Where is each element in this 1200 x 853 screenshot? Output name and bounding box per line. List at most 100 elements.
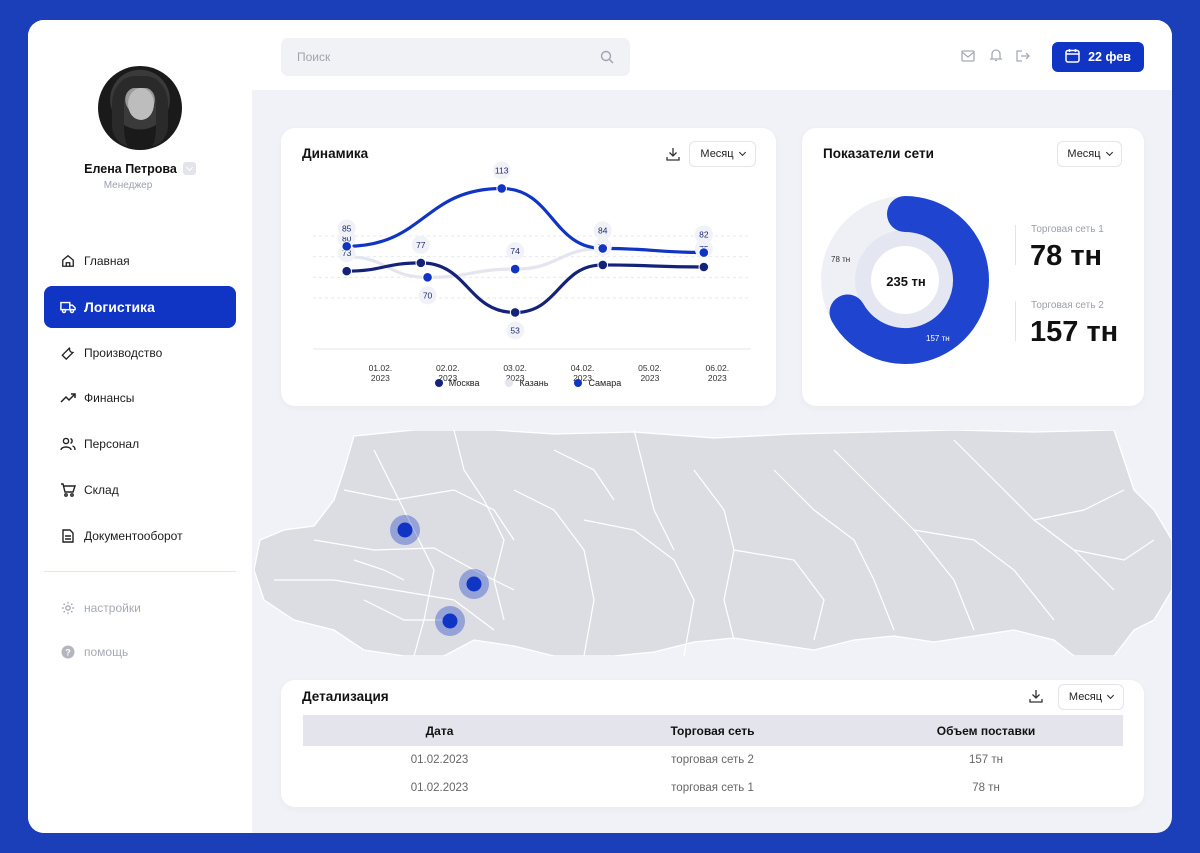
- table-header: Дата Торговая сеть Объем поставки: [303, 715, 1123, 746]
- legend-item: Казань: [505, 378, 548, 388]
- data-point[interactable]: [341, 241, 352, 252]
- download-icon[interactable]: [1028, 688, 1044, 709]
- nav-item-label: Персонал: [84, 437, 140, 452]
- data-label: 73: [342, 248, 352, 258]
- nav-item-home[interactable]: Главная: [44, 240, 236, 282]
- cart-icon: [60, 482, 76, 498]
- date-label: 22 фев: [1088, 50, 1131, 64]
- chevron-down-icon[interactable]: [182, 162, 196, 175]
- data-point[interactable]: [597, 243, 609, 254]
- data-label-bubble: [337, 219, 356, 238]
- period-label: Месяц: [1068, 691, 1103, 703]
- details-title: Детализация: [302, 689, 389, 704]
- nav-item-logistics[interactable]: Логистика: [44, 285, 236, 328]
- logout-icon[interactable]: [1016, 49, 1030, 67]
- data-point[interactable]: [509, 307, 521, 318]
- x-tick-label: 03.02. 2023: [503, 363, 527, 383]
- stat-divider: [1015, 225, 1016, 265]
- russia-map[interactable]: [254, 430, 1172, 656]
- dynamics-title: Динамика: [302, 146, 369, 161]
- nav-item-warehouse[interactable]: Склад: [44, 469, 236, 511]
- search-input[interactable]: [281, 38, 571, 76]
- legend-dot: [505, 379, 514, 387]
- data-point[interactable]: [415, 257, 427, 269]
- nav-item-settings[interactable]: настройки: [44, 588, 236, 628]
- download-icon[interactable]: [665, 146, 681, 167]
- x-tick-label: 02.02. 2023: [436, 363, 460, 383]
- column-header-date[interactable]: Дата: [425, 723, 454, 738]
- nav-item-label: Производство: [84, 345, 163, 360]
- data-label: 70: [423, 290, 433, 300]
- home-icon: [60, 253, 76, 269]
- period-label: Месяц: [700, 148, 734, 160]
- table-cell: 157 тн: [968, 754, 1003, 766]
- data-point[interactable]: [509, 263, 521, 275]
- x-tick-label: 06.02. 2023: [705, 363, 729, 383]
- dynamics-period-select[interactable]: Месяц: [689, 141, 756, 167]
- table-row[interactable]: 01.02.2023 торговая сеть 1 78 тн: [303, 774, 1123, 802]
- table-cell: 01.02.2023: [410, 754, 469, 766]
- user-name[interactable]: Елена Петрова: [28, 162, 252, 176]
- date-button[interactable]: 22 фев: [1052, 42, 1144, 72]
- legend-label: Самара: [588, 378, 622, 388]
- data-label-bubble: [593, 221, 612, 240]
- calendar-icon: [1065, 48, 1080, 66]
- donut-segment[interactable]: [829, 196, 989, 364]
- document-icon: [60, 528, 76, 544]
- x-tick-label: 01.02. 2023: [369, 363, 393, 383]
- legend-dot: [434, 379, 443, 387]
- mail-icon[interactable]: [961, 49, 975, 67]
- map-marker[interactable]: [397, 522, 413, 538]
- data-label-bubble: [411, 235, 430, 254]
- avatar[interactable]: [98, 66, 182, 150]
- column-header-volume[interactable]: Объем поставки: [936, 723, 1036, 738]
- data-label: 77: [416, 240, 426, 250]
- x-tick-label: 04.02. 2023: [571, 363, 595, 383]
- user-name-label: Елена Петрова: [84, 162, 177, 176]
- legend-dot: [574, 379, 583, 387]
- data-label: 113: [495, 165, 509, 175]
- table-cell: торговая сеть 2: [671, 754, 754, 766]
- column-header-network[interactable]: Торговая сеть: [670, 723, 755, 738]
- details-period-select[interactable]: Месяц: [1058, 684, 1124, 710]
- nav-item-label: Склад: [84, 482, 119, 497]
- data-point[interactable]: [698, 261, 710, 273]
- map-markers: [390, 515, 489, 636]
- chevron-down-icon: [1107, 691, 1115, 700]
- nav-item-staff[interactable]: Персонал: [44, 423, 236, 465]
- wrench-icon: [60, 345, 76, 361]
- nav-item-help[interactable]: ? помощь: [44, 632, 236, 672]
- nav-item-documents[interactable]: Документооборот: [44, 515, 236, 557]
- data-label: 74: [510, 246, 520, 256]
- data-point[interactable]: [597, 259, 609, 271]
- topbar: 22 фев: [252, 20, 1172, 90]
- network-card: Показатели сети Месяц 235 тн 78 тн 157 т…: [802, 128, 1144, 406]
- chevron-down-icon: [1105, 148, 1113, 157]
- map-marker[interactable]: [442, 613, 458, 629]
- search-icon[interactable]: [600, 50, 614, 69]
- nav-item-production[interactable]: Производство: [44, 332, 236, 374]
- map-marker[interactable]: [466, 576, 482, 592]
- data-point[interactable]: [698, 247, 710, 258]
- table-row[interactable]: 01.02.2023 торговая сеть 2 157 тн: [303, 746, 1123, 774]
- chart-legend: Москва Казань Самара: [281, 378, 775, 388]
- data-point[interactable]: [496, 183, 507, 194]
- stat-label: Торговая сеть 2: [1031, 300, 1104, 311]
- network-period-select[interactable]: Месяц: [1057, 141, 1122, 167]
- bell-icon[interactable]: [989, 48, 1003, 67]
- user-role: Менеджер: [103, 180, 153, 191]
- legend-label: Москва: [448, 378, 480, 388]
- data-point[interactable]: [422, 272, 433, 283]
- x-tick-label: 05.02. 2023: [638, 363, 662, 383]
- nav-item-label: Главная: [84, 254, 130, 268]
- stat-value: 157 тн: [1030, 316, 1119, 348]
- app-window: Елена Петрова Менеджер Главная Логистика…: [28, 20, 1172, 833]
- nav-item-label: настройки: [84, 601, 141, 615]
- legend-item: Самара: [574, 378, 621, 388]
- data-point[interactable]: [341, 265, 352, 277]
- series-line: [345, 186, 706, 255]
- nav-item-finance[interactable]: Финансы: [44, 377, 236, 419]
- search-box: [281, 38, 630, 76]
- nav-item-label: Документооборот: [84, 528, 183, 543]
- series-line: [345, 261, 706, 315]
